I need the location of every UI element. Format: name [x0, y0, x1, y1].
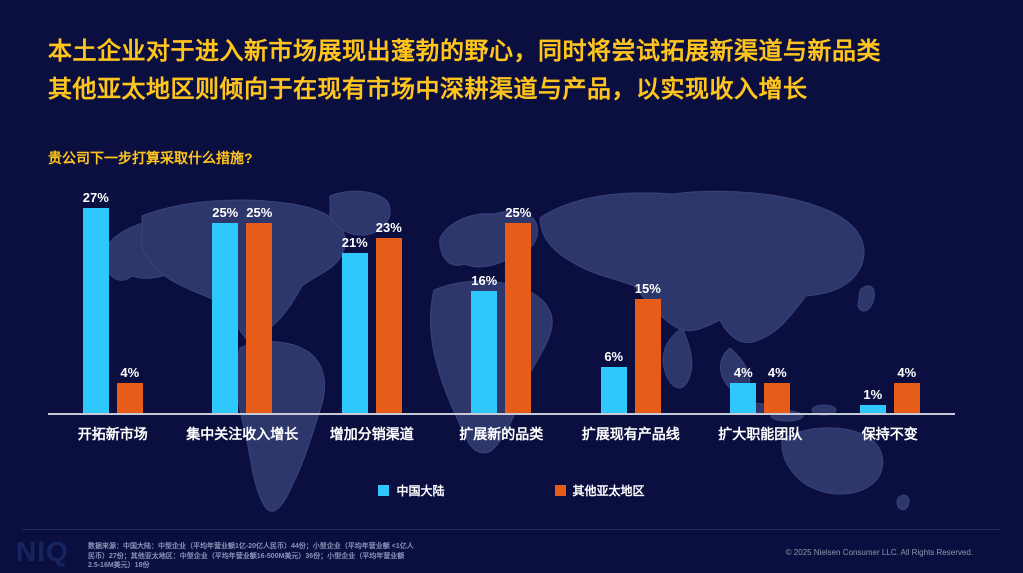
bar-segment — [82, 208, 109, 413]
bar-segment — [600, 367, 627, 413]
x-axis-line — [48, 413, 955, 415]
bar-segment — [730, 383, 757, 413]
bar-segment — [375, 238, 402, 413]
bar-segment — [116, 383, 143, 413]
bar-group: 4% 4% — [696, 181, 826, 413]
legend-swatch-china — [378, 485, 390, 496]
legend-label-apac: 其他亚太地区 — [572, 484, 645, 498]
bar-value-label: 4% — [767, 365, 787, 380]
page-title: 本土企业对于进入新市场展现出蓬勃的野心，同时将尝试拓展新渠道与新品类 其他亚太地… — [48, 33, 978, 109]
title-line-2: 其他亚太地区则倾向于在现有市场中深耕渠道与产品，以实现收入增长 — [48, 76, 808, 103]
bar-value-label: 15% — [634, 281, 661, 296]
bar-value-label: 23% — [375, 220, 402, 235]
bar-groups: 27% 4% 25% 25% 21% 23% 16% 25% 6% 15% 4% 4% 1% 4% — [48, 181, 955, 413]
category-label: 增加分销渠道 — [329, 426, 414, 442]
legend-item-china: 中国大陆 — [378, 482, 445, 499]
chart-legend: 中国大陆 其他亚太地区 — [0, 482, 1023, 499]
bar-value-label: 1% — [863, 387, 883, 402]
category-label: 保持不变 — [861, 426, 918, 442]
bar-segment — [764, 383, 791, 413]
footer-divider — [22, 529, 1001, 530]
legend-label-china: 中国大陆 — [396, 484, 445, 498]
bar-value-label: 25% — [212, 205, 239, 220]
bar-value-label: 4% — [120, 365, 140, 380]
bar-segment — [471, 291, 498, 413]
legend-item-apac: 其他亚太地区 — [554, 482, 645, 499]
category-labels-row: 开拓新市场 集中关注收入增长 增加分销渠道 扩展新的品类 扩展现有产品线 扩大职能团队 保持… — [48, 424, 955, 444]
bar-group: 27% 4% — [48, 181, 178, 413]
bar-value-label: 4% — [733, 365, 753, 380]
copyright-notice: © 2025 Nielsen Consumer LLC. All Rights … — [785, 548, 973, 557]
category-label: 开拓新市场 — [77, 426, 148, 442]
category-label: 扩展新的品类 — [459, 426, 544, 442]
bar-chart: 27% 4% 25% 25% 21% 23% 16% 25% 6% 15% 4% 4% 1% 4% 开拓新… — [48, 181, 955, 444]
category-label: 扩大职能团队 — [718, 426, 803, 442]
bar-group: 25% 25% — [178, 181, 308, 413]
category-label: 集中关注收入增长 — [186, 426, 299, 442]
category-label: 扩展现有产品线 — [581, 426, 680, 442]
bar-value-label: 27% — [82, 190, 109, 205]
source-line-3: 2.5-16M美元）18份 — [88, 562, 150, 569]
bar-value-label: 16% — [471, 273, 498, 288]
source-line-1: 数据来源：中国大陆：中型企业（平均年营业额1亿-20亿人民币）44份；小型企业（… — [88, 543, 414, 550]
bar-group: 16% 25% — [437, 181, 567, 413]
bar-segment — [246, 223, 273, 413]
bar-segment — [341, 253, 368, 413]
bar-value-label: 4% — [897, 365, 917, 380]
bar-group: 1% 4% — [825, 181, 955, 413]
bar-segment — [212, 223, 239, 413]
niq-logo: NIQ — [16, 536, 69, 567]
source-line-2: 民币）27份；其他亚太地区：中型企业（平均年营业额16-500M美元）36份；小… — [88, 552, 405, 560]
bar-segment — [859, 405, 886, 413]
chart-question-subtitle: 贵公司下一步打算采取什么措施? — [48, 150, 253, 166]
title-line-1: 本土企业对于进入新市场展现出蓬勃的野心，同时将尝试拓展新渠道与新品类 — [48, 38, 881, 65]
legend-swatch-apac — [554, 485, 566, 496]
bar-value-label: 6% — [604, 349, 624, 364]
bar-value-label: 21% — [341, 235, 368, 250]
bar-segment — [634, 299, 661, 413]
bar-group: 21% 23% — [307, 181, 437, 413]
bar-value-label: 25% — [246, 205, 273, 220]
bar-value-label: 25% — [505, 205, 532, 220]
bar-group: 6% 15% — [566, 181, 696, 413]
bar-segment — [893, 383, 920, 413]
bar-segment — [505, 223, 532, 413]
data-source-note: 数据来源：中国大陆：中型企业（平均年营业额1亿-20亿人民币）44份；小型企业（… — [88, 542, 423, 571]
